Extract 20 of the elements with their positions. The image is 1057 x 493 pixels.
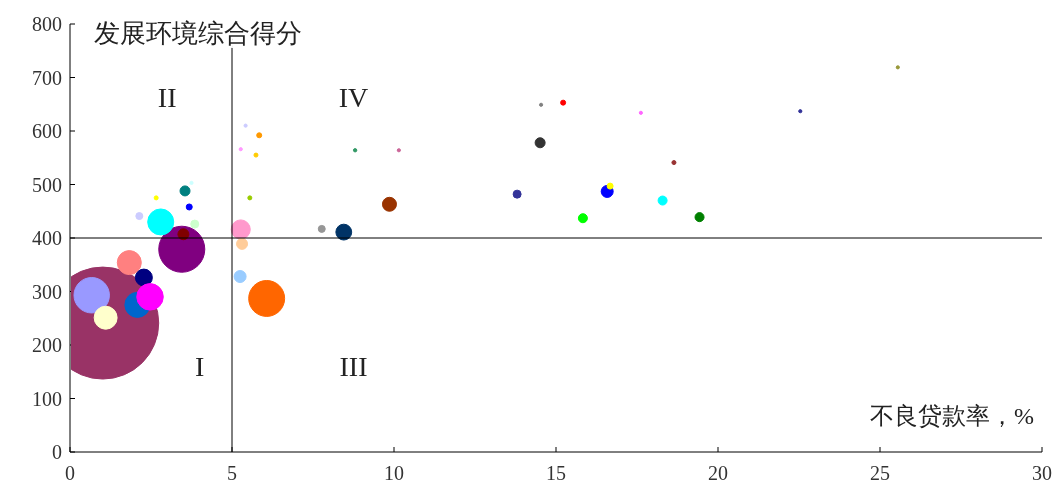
y-tick-label: 300 <box>32 280 62 303</box>
x-axis-title: 不良贷款率，% <box>870 403 1034 429</box>
annotation: IV <box>338 81 369 113</box>
y-tick-label: 100 <box>32 387 62 410</box>
y-tick-label: 800 <box>32 13 62 35</box>
x-tick-label: 5 <box>227 462 237 484</box>
y-tick-label: 700 <box>32 66 62 89</box>
x-tick-label: 20 <box>708 462 728 484</box>
x-tick-label: 30 <box>1032 462 1052 484</box>
y-tick-label: 200 <box>32 334 62 356</box>
x-tick-label: 15 <box>546 462 566 484</box>
y-tick-label: 400 <box>32 227 62 249</box>
x-tick-label: 10 <box>384 462 404 484</box>
y-tick-label: 500 <box>32 173 62 196</box>
annotation: III <box>339 351 368 383</box>
y-tick-label: 600 <box>32 120 62 142</box>
annotation: I <box>194 351 205 383</box>
annotation: II <box>157 81 177 113</box>
x-tick-label: 25 <box>870 462 890 484</box>
y-tick-label: 0 <box>52 441 62 463</box>
